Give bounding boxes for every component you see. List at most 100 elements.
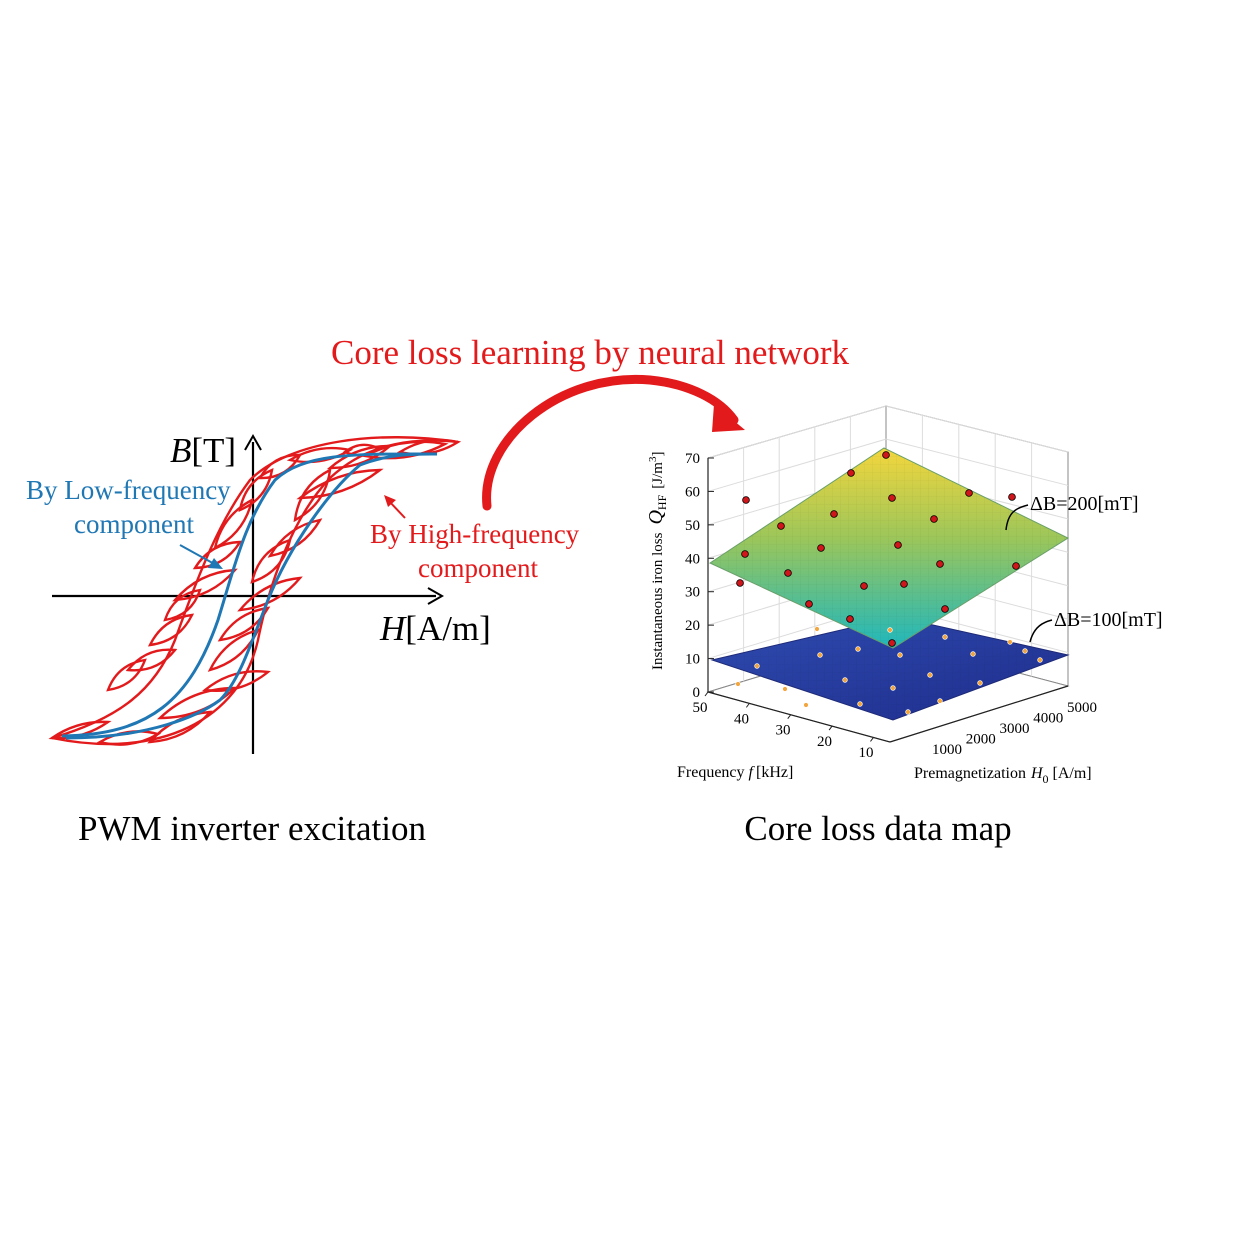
f-tick-label: 40 [734, 711, 749, 727]
minor-loop-envelope-lower [51, 439, 459, 746]
upper-data-points [736, 451, 1020, 647]
gridline [707, 438, 887, 492]
data-point [1022, 648, 1028, 654]
f-tick-label: 50 [693, 700, 708, 716]
data-point [741, 550, 749, 558]
frequency-axis-label: Frequency f [kHz] [677, 764, 793, 781]
gridline [707, 405, 887, 459]
h-axis-label: H[A/m] [379, 609, 491, 648]
bh-loop-panel: B[T] H[A/m] By Low-frequency component B… [26, 431, 580, 848]
data-point [894, 541, 902, 549]
data-point [736, 579, 744, 587]
minor-loop [147, 710, 213, 744]
low-frequency-label-line2: component [74, 509, 194, 539]
data-point [900, 580, 908, 588]
z-tick-label: 70 [685, 451, 700, 467]
right-caption: Core loss data map [744, 809, 1011, 848]
minor-loop [250, 538, 292, 584]
gridline [885, 438, 1069, 486]
h-tick-label: 1000 [932, 742, 962, 758]
low-frequency-pointer-arrow [179, 544, 223, 569]
frequency-axis-ticks: 50 40 30 20 10 [693, 691, 874, 761]
data-point [777, 522, 785, 530]
low-frequency-major-loop [61, 452, 438, 740]
minor-loop-envelope-upper [51, 436, 459, 740]
data-point [782, 686, 788, 692]
minor-loop [237, 576, 303, 612]
data-point [888, 494, 896, 502]
data-point [888, 639, 896, 647]
data-point [742, 496, 750, 504]
f-tick [828, 725, 833, 731]
data-point [936, 560, 944, 568]
h-tick-label: 2000 [966, 732, 996, 748]
data-point [970, 651, 976, 657]
high-frequency-pointer-arrow [384, 495, 406, 519]
data-point [937, 698, 943, 704]
data-point [1007, 639, 1013, 645]
minor-loop [172, 568, 238, 602]
upper-surface-mesh [710, 448, 1068, 648]
data-point [860, 582, 868, 590]
data-point [887, 627, 893, 633]
f-tick [787, 714, 792, 720]
f-tick [745, 703, 750, 708]
lower-data-points [735, 626, 1043, 715]
z-axis-label: Instantaneous iron lossQHF[J/m3] [645, 452, 669, 670]
data-point [942, 634, 948, 640]
data-point [830, 510, 838, 518]
premagnetization-axis-label: Premagnetization H0 [A/m] [914, 765, 1092, 786]
data-point [882, 451, 890, 459]
z-axis-ticks: 0 10 20 30 40 50 60 70 [685, 451, 714, 701]
data-point [846, 615, 854, 623]
data-point [1012, 562, 1020, 570]
axis-box-edges [707, 458, 1069, 743]
b-axis-label: B[T] [170, 431, 236, 470]
data-point [897, 652, 903, 658]
z-tick-label: 10 [685, 652, 700, 668]
minor-loop [238, 468, 274, 512]
z-tick-label: 20 [685, 618, 700, 634]
data-point [941, 605, 949, 613]
h-tick-label: 4000 [1033, 711, 1063, 727]
data-point [847, 469, 855, 477]
h-axis-arrow-icon [427, 587, 445, 605]
minor-loop [163, 588, 202, 622]
minor-loop [267, 518, 323, 558]
figure-title: Core loss learning by neural network [331, 333, 850, 372]
low-frequency-label-line1: By Low-frequency [26, 475, 231, 505]
data-point [842, 677, 848, 683]
data-point [930, 515, 938, 523]
upper-label-leader [1005, 504, 1029, 531]
z-tick-label: 40 [685, 551, 700, 567]
minor-loop [125, 648, 178, 672]
data-point [1008, 493, 1016, 501]
minor-loop [296, 468, 384, 500]
high-frequency-minor-loops [48, 436, 462, 746]
f-tick-label: 20 [817, 734, 832, 750]
z-tick-label: 30 [685, 585, 700, 601]
minor-loop [147, 613, 195, 647]
minor-loop [293, 467, 332, 523]
data-point [905, 709, 911, 715]
lower-surface-mesh [712, 617, 1068, 720]
data-point [735, 681, 741, 687]
upper-surface-label: ΔB=200[mT] [1030, 493, 1139, 515]
minor-loop [213, 497, 254, 551]
data-point [857, 701, 863, 707]
minor-loop [217, 606, 271, 642]
z-tick-label: 0 [693, 685, 701, 701]
core-loss-map-panel: 0 10 20 30 40 50 60 70 50 40 30 20 10 1000200030004… [645, 405, 1163, 848]
b-axis-arrow-icon [244, 433, 262, 451]
minor-loop [202, 670, 271, 692]
z-tick-label: 60 [685, 484, 700, 500]
z-tick-label: 50 [685, 518, 700, 534]
data-point [890, 685, 896, 691]
f-tick [870, 737, 874, 742]
data-point [965, 489, 973, 497]
minor-loop [106, 658, 147, 692]
data-point [855, 646, 861, 652]
data-point [1037, 657, 1043, 663]
